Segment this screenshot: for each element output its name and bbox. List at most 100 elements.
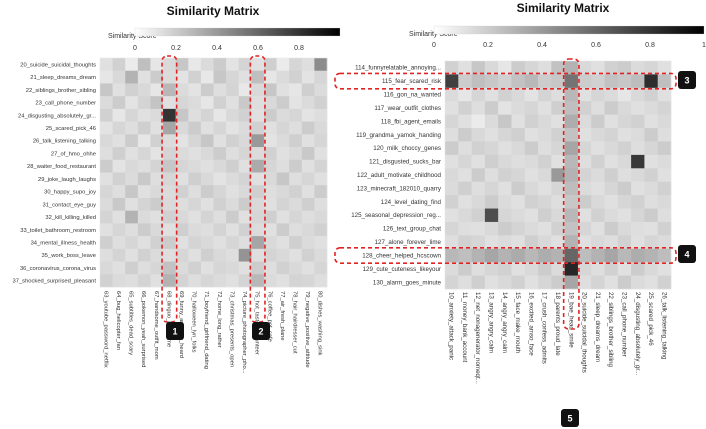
heatmap-cell: [577, 101, 592, 115]
heatmap-cell: [276, 172, 290, 186]
heatmap-cell: [564, 262, 579, 276]
heatmap-cell: [301, 210, 315, 224]
heatmap-cell: [604, 168, 619, 183]
heatmap-cell: [213, 108, 227, 122]
heatmap-cell: [471, 221, 486, 236]
heatmap-cell: [200, 210, 214, 224]
heatmap-cell: [213, 185, 227, 199]
colorbar-tick-label: 0.8: [294, 45, 304, 52]
heatmap-cell: [100, 274, 113, 288]
heatmap-cell: [564, 235, 579, 250]
heatmap-cell: [458, 208, 472, 223]
heatmap-cell: [276, 134, 290, 148]
heatmap-cell: [538, 208, 552, 223]
annotation-badge-label: 3: [684, 76, 689, 86]
heatmap-cell: [163, 70, 176, 84]
heatmap-cell: [538, 275, 552, 290]
heatmap-cell: [289, 70, 303, 84]
heatmap-cell: [263, 70, 277, 84]
heatmap-cell: [538, 101, 552, 115]
heatmap-cell: [471, 141, 486, 156]
heatmap-cell: [175, 274, 189, 288]
heatmap-cell: [238, 210, 252, 224]
heatmap-cell: [591, 74, 605, 89]
heatmap-cell: [445, 195, 459, 209]
heatmap-cell: [524, 114, 539, 129]
heatmap-cell: [276, 159, 290, 173]
heatmap-cell: [511, 195, 526, 209]
heatmap-cell: [551, 114, 565, 129]
heatmap-cell: [657, 87, 672, 102]
heatmap-cell: [150, 121, 164, 135]
y-tick-label: 122_adult_motivate_childhood: [357, 172, 441, 179]
heatmap-cell: [564, 74, 579, 89]
heatmap-cell: [251, 134, 265, 148]
heatmap-cell: [112, 147, 126, 161]
heatmap-cell: [314, 83, 328, 97]
heatmap-cell: [100, 185, 113, 199]
heatmap-cell: [289, 223, 303, 237]
heatmap-cell: [125, 96, 139, 110]
y-tick-label: 29_joke_laugh_laughs: [38, 177, 96, 183]
heatmap-cell: [251, 274, 265, 288]
heatmap-cell: [112, 96, 126, 110]
heatmap-cell: [314, 172, 328, 186]
heatmap-cell: [524, 168, 539, 183]
heatmap-cell: [125, 274, 139, 288]
heatmap-cell: [484, 208, 499, 223]
heatmap-cell: [125, 223, 139, 237]
heatmap-cell: [301, 147, 315, 161]
heatmap-cell: [471, 262, 486, 276]
heatmap-cell: [657, 168, 672, 183]
heatmap-cell: [524, 74, 539, 89]
heatmap-cell: [657, 248, 672, 263]
heatmap-cell: [100, 159, 113, 173]
heatmap-cell: [137, 159, 151, 173]
heatmap-cell: [226, 58, 240, 72]
heatmap-cell: [445, 87, 459, 102]
heatmap-cell: [458, 87, 472, 102]
heatmap-cell: [226, 197, 240, 211]
heatmap-cell: [551, 128, 565, 142]
heatmap-cell: [458, 262, 472, 276]
heatmap-cell: [112, 261, 126, 275]
heatmap-cell: [200, 223, 214, 237]
heatmap-cell: [657, 74, 672, 89]
heatmap-cell: [289, 185, 303, 199]
x-tick-label: 24_disgusting_absolutely_gr...: [634, 292, 641, 376]
heatmap-cell: [538, 262, 552, 276]
heatmap-cell: [538, 87, 552, 102]
heatmap-cell: [498, 168, 512, 183]
heatmap-cell: [314, 147, 328, 161]
heatmap-cell: [263, 83, 277, 97]
y-tick-label: 114_funnyrelatable_annoying...: [355, 65, 441, 72]
heatmap-cell: [314, 248, 328, 262]
heatmap-cell: [188, 108, 202, 122]
heatmap-cell: [524, 128, 539, 142]
heatmap-cell: [511, 262, 526, 276]
heatmap-cell: [150, 185, 164, 199]
y-tick-label: 128_cheer_helped_hcscown: [362, 252, 441, 259]
heatmap-cell: [577, 195, 592, 209]
left-chart-title: Similarity Matrix: [167, 4, 260, 18]
y-tick-label: 36_coronavirus_corona_virus: [20, 266, 96, 272]
colorbar-tick-label: 0.4: [212, 45, 222, 52]
heatmap-cell: [604, 181, 619, 196]
heatmap-cell: [591, 262, 605, 276]
heatmap-cell: [150, 108, 164, 122]
heatmap-cell: [498, 74, 512, 89]
heatmap-cell: [226, 248, 240, 262]
heatmap-cell: [251, 248, 265, 262]
heatmap-cell: [445, 114, 459, 129]
colorbar-tick-label: 0: [133, 45, 137, 52]
heatmap-cell: [188, 261, 202, 275]
heatmap-cell: [301, 83, 315, 97]
heatmap-cell: [125, 70, 139, 84]
heatmap-cell: [577, 154, 592, 169]
heatmap-cell: [538, 114, 552, 129]
heatmap-frame: [99, 57, 328, 288]
x-tick-label: 20_suicide_suicidal_thoughts: [581, 292, 588, 373]
heatmap-cell: [484, 74, 499, 89]
heatmap-cell: [445, 74, 459, 89]
heatmap-cell: [188, 210, 202, 224]
